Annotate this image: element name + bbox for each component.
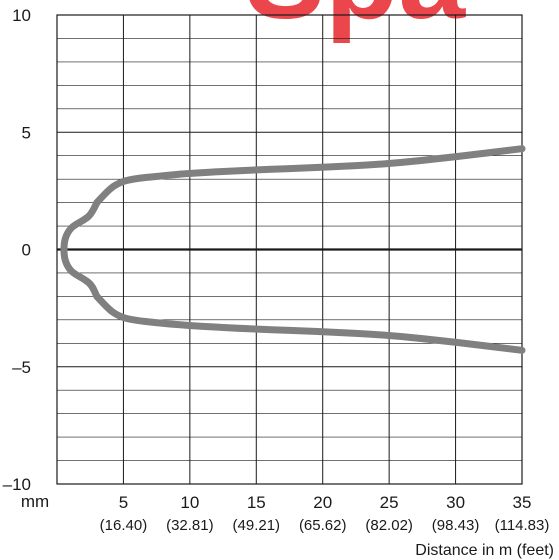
y-tick-label: 0 [22,241,31,260]
x-tick-sublabel: (98.43) [432,517,480,534]
x-tick-label: 35 [513,493,532,512]
x-tick-sublabel: (65.62) [299,517,347,534]
x-tick-label: 20 [313,493,332,512]
series-line-0 [93,145,526,207]
x-tick-label: 5 [119,493,128,512]
y-axis-unit: mm [21,492,49,511]
x-tick-label: 15 [247,493,266,512]
series-line-2 [60,199,101,300]
x-tick-label: 25 [380,493,399,512]
x-tick-sublabel: (82.02) [365,517,413,534]
x-tick-label: 10 [180,493,199,512]
x-tick-sublabel: (16.40) [100,517,148,534]
y-tick-label: 10 [12,6,31,25]
y-tick-label: –5 [12,358,31,377]
x-axis-label: Distance in m (feet) [415,542,554,559]
x-tick-sublabel: (114.83) [495,517,550,534]
x-tick-sublabel: (49.21) [233,517,281,534]
y-tick-label: 5 [22,123,31,142]
watermark-text: Spa [245,0,466,44]
x-tick-sublabel: (32.81) [166,517,214,534]
y-tick-label: –10 [3,475,31,494]
series-line-1 [93,292,526,354]
x-tick-label: 30 [446,493,465,512]
